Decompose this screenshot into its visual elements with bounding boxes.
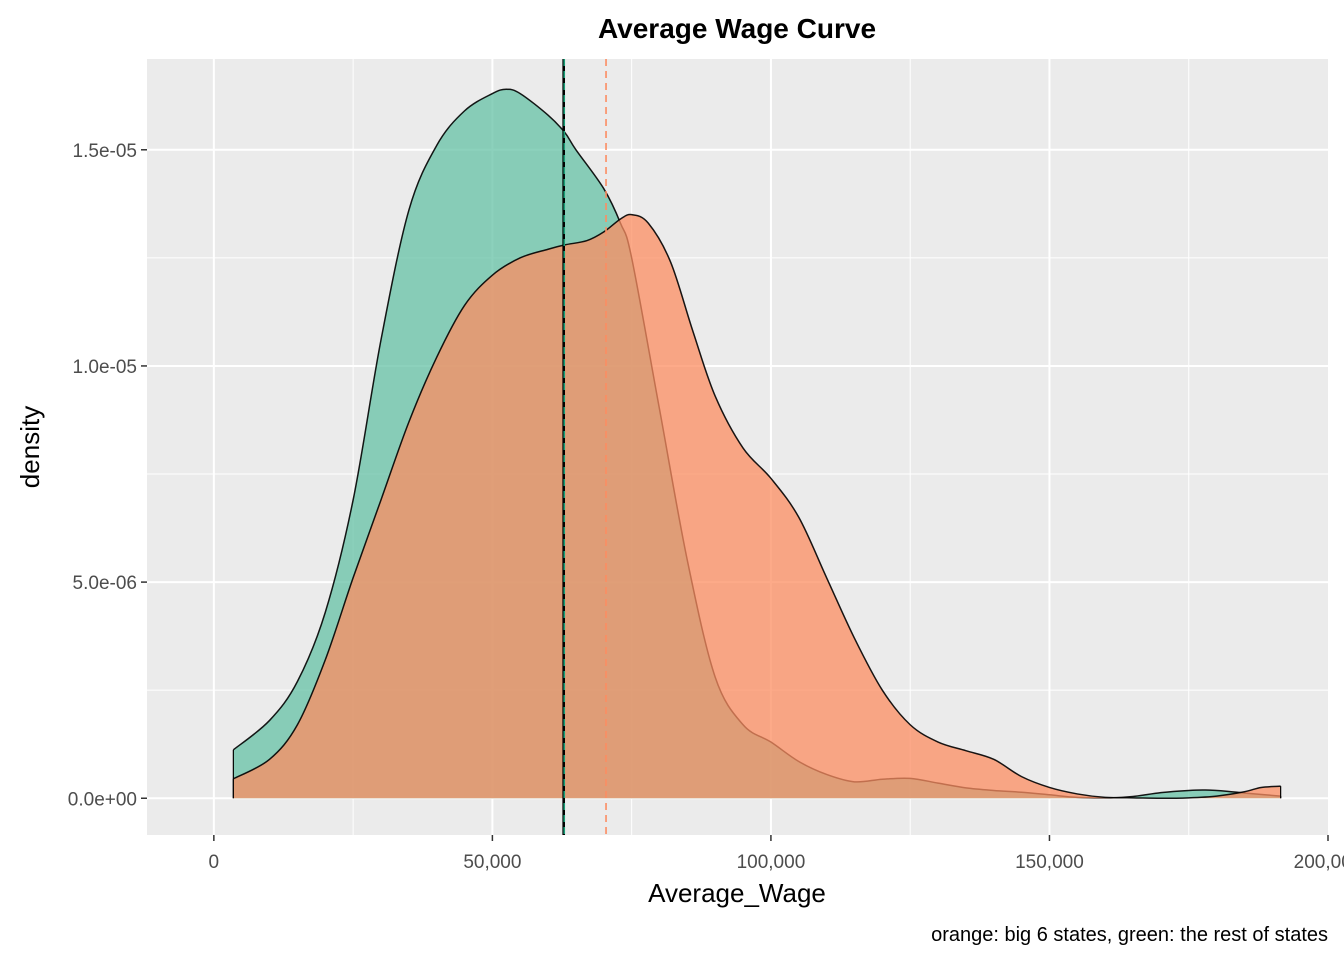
chart-title: Average Wage Curve: [598, 13, 876, 44]
chart-caption: orange: big 6 states, green: the rest of…: [931, 924, 1328, 946]
density-area-fill-1: [233, 214, 1281, 799]
x-axis-title: Average_Wage: [648, 878, 826, 908]
y-axis-title: density: [15, 406, 45, 488]
y-tick-label: 1.5e-05: [73, 141, 137, 162]
x-tick-label: 100,000: [737, 852, 806, 873]
y-tick-label: 5.0e-06: [73, 573, 137, 594]
y-tick-label: 1.0e-05: [73, 357, 137, 378]
density-curve-1: [232, 213, 1281, 800]
density-areas: [232, 88, 1282, 800]
x-tick-label: 200,000: [1294, 852, 1344, 873]
reference-lines: [562, 59, 607, 835]
y-axis: 0.0e+00 5.0e-06 1.0e-05 1.5e-05: [68, 141, 147, 810]
x-tick-label: 150,000: [1015, 852, 1084, 873]
x-tick-label: 0: [209, 852, 220, 873]
x-axis: 0 50,000 100,000 150,000 200,000: [209, 835, 1344, 873]
x-tick-label: 50,000: [463, 852, 521, 873]
y-tick-label: 0.0e+00: [68, 789, 137, 810]
